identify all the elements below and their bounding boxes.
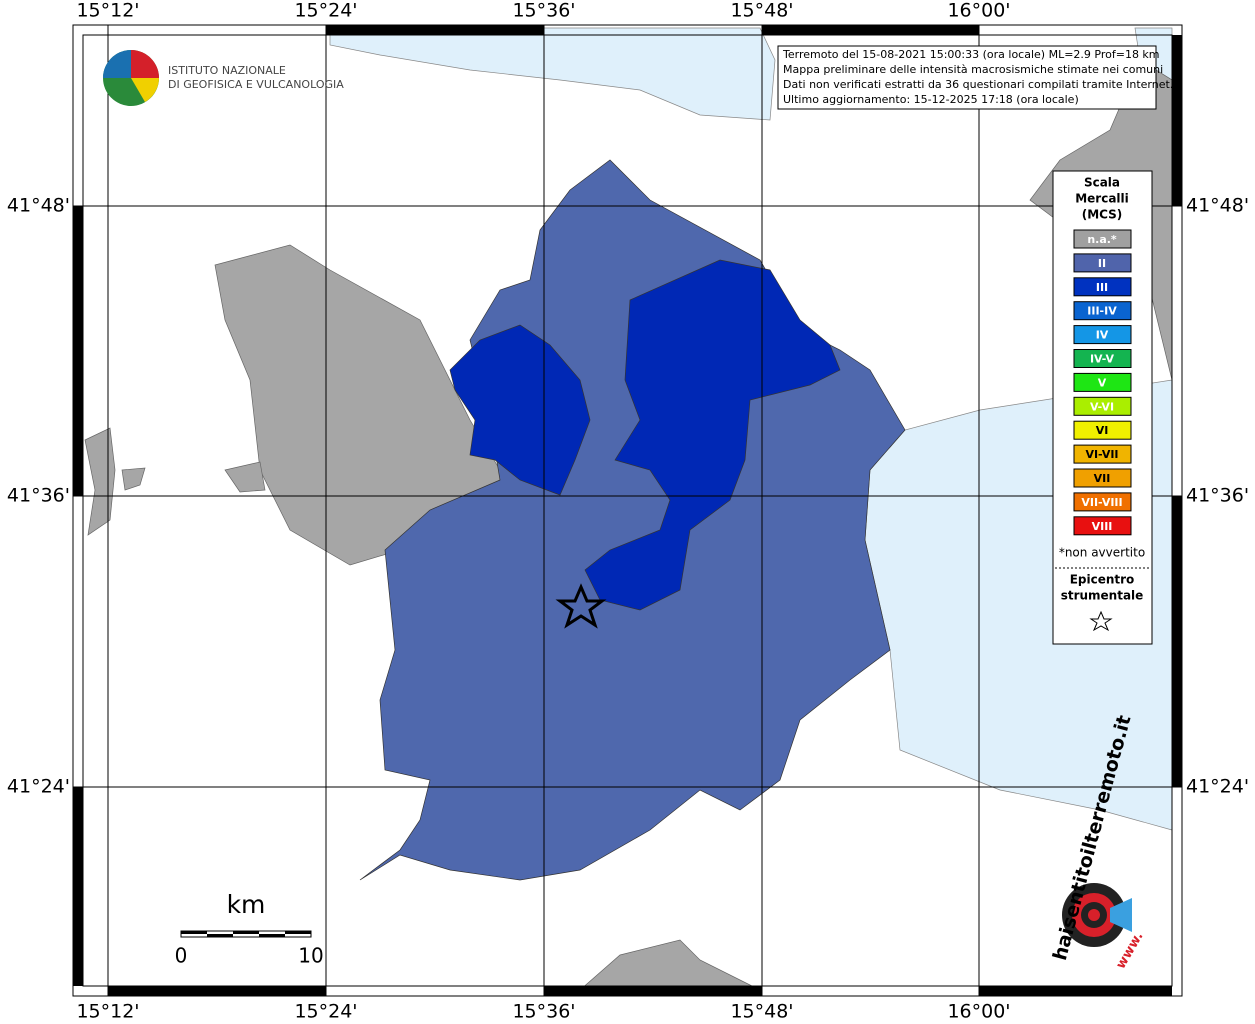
legend-label: VI-VII <box>1085 448 1118 461</box>
legend-swatch <box>1073 444 1132 464</box>
epicentre-marker <box>555 583 607 629</box>
legend-label: n.a.* <box>1087 233 1117 246</box>
scale-label: 0 <box>175 944 188 968</box>
lon-label: 15°48' <box>730 0 793 22</box>
lat-label: 41°24' <box>1186 776 1249 798</box>
frame-bar <box>326 25 544 35</box>
lat-label: 41°24' <box>7 776 70 798</box>
lon-label: 15°48' <box>730 1001 793 1023</box>
scale-bar: km 0 10 <box>175 890 324 968</box>
frame-bar <box>1172 35 1182 206</box>
institute-name: DI GEOFISICA E VULCANOLOGIA <box>168 78 344 91</box>
frame-bar <box>762 25 979 35</box>
info-line: Dati non verificati estratti da 36 quest… <box>783 78 1173 91</box>
legend-label: III-IV <box>1087 305 1117 318</box>
legend-label: VI <box>1096 424 1109 437</box>
legend: ScalaMercalli(MCS)n.a.*IIIIIIII-IVIVIV-V… <box>1073 176 1132 536</box>
legend-label: IV <box>1096 329 1109 342</box>
legend-label: VIII <box>1092 520 1113 533</box>
frame-bar <box>73 787 83 986</box>
legend-swatch <box>1073 301 1132 321</box>
legend-swatch <box>1073 420 1132 440</box>
lon-label: 15°24' <box>294 1001 357 1023</box>
legend-title: Scala <box>1084 176 1120 190</box>
frame-bar <box>73 206 83 496</box>
info-line: Mappa preliminare delle intensità macros… <box>783 63 1163 76</box>
info-line: Terremoto del 15-08-2021 15:00:33 (ora l… <box>782 48 1160 61</box>
frame-bar <box>544 986 762 996</box>
intensity-III <box>449 259 841 611</box>
frame <box>72 24 1183 997</box>
lon-label: 15°12' <box>76 1001 139 1023</box>
lon-label: 15°36' <box>512 1001 575 1023</box>
info-box <box>777 45 1157 110</box>
institute-logo: ISTITUTO NAZIONALE DI GEOFISICA E VULCAN… <box>103 50 344 106</box>
frame-bar <box>1172 496 1182 787</box>
lat-label: 41°36' <box>7 485 70 507</box>
legend-swatch <box>1073 253 1132 273</box>
legend-label: VII <box>1094 472 1111 485</box>
legend-label: IV-V <box>1090 353 1115 366</box>
legend-title: Mercalli <box>1075 192 1129 206</box>
graticule <box>73 25 1182 996</box>
axis-labels: 15°12' 15°12' 15°24' 15°24' 15°36' 15°36' 15°4… <box>7 0 1249 1023</box>
legend-label: III <box>1096 281 1108 294</box>
legend-swatch <box>1073 516 1132 536</box>
scale-unit: km <box>227 890 266 919</box>
lat-label: 41°48' <box>7 195 70 217</box>
lon-label: 15°24' <box>294 0 357 22</box>
legend-swatch <box>1073 229 1132 249</box>
legend-swatch <box>1073 468 1132 488</box>
frame-bar <box>108 986 326 996</box>
legend-label: V <box>1098 376 1107 389</box>
legend-epicentre: Epicentro <box>1070 573 1135 587</box>
legend-star <box>1089 610 1113 632</box>
info-text: Terremoto del 15-08-2021 15:00:33 (ora l… <box>782 48 1173 106</box>
lat-label: 41°48' <box>1186 195 1249 217</box>
legend-label: V-VI <box>1090 400 1114 413</box>
lat-label: 41°36' <box>1186 485 1249 507</box>
legend-title: (MCS) <box>1082 208 1123 222</box>
legend-swatch <box>1073 277 1132 297</box>
lon-label: 16°00' <box>947 0 1010 22</box>
lon-label: 16°00' <box>947 1001 1010 1023</box>
scale-label: 10 <box>298 944 323 968</box>
legend-swatch <box>1073 492 1132 512</box>
legend-note: *non avvertito <box>1059 546 1145 560</box>
legend-swatch <box>1073 396 1132 416</box>
legend-label: VII-VIII <box>1081 496 1122 509</box>
lon-label: 15°36' <box>512 0 575 22</box>
legend-swatch <box>1073 372 1132 392</box>
lon-label: 15°12' <box>76 0 139 22</box>
legend-epicentre: strumentale <box>1061 589 1144 603</box>
legend-swatch <box>1073 349 1132 368</box>
legend-swatch <box>1073 325 1132 345</box>
frame-bar <box>979 986 1172 996</box>
legend-label: II <box>1098 257 1106 270</box>
institute-name: ISTITUTO NAZIONALE <box>168 64 286 77</box>
info-line: Ultimo aggiornamento: 15-12-2025 17:18 (… <box>783 93 1079 106</box>
